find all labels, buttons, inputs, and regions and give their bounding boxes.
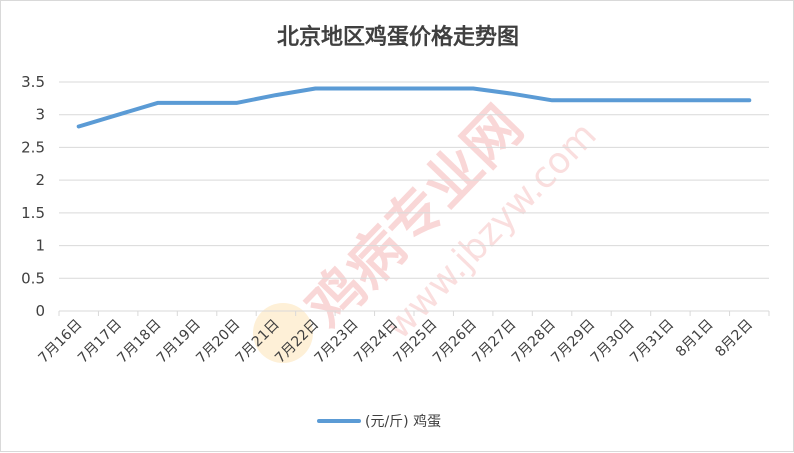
legend-label: (元/斤) 鸡蛋 bbox=[365, 413, 441, 430]
legend: (元/斤) 鸡蛋 bbox=[319, 413, 441, 430]
y-axis-ticks: 0 0.5 1 1.5 2 2.5 3 3.5 bbox=[21, 73, 45, 320]
y-tick-label: 0 bbox=[35, 302, 45, 320]
x-tick-label: 8月2日 bbox=[712, 317, 756, 361]
y-tick-label: 1 bbox=[35, 237, 45, 255]
y-tick-label: 3.5 bbox=[21, 73, 45, 91]
x-tick-label: 8月1日 bbox=[673, 317, 717, 361]
y-tick-label: 0.5 bbox=[21, 269, 45, 287]
y-tick-label: 2.5 bbox=[21, 138, 45, 156]
y-tick-label: 2 bbox=[35, 171, 45, 189]
x-tick-label: 7月31日 bbox=[627, 317, 677, 367]
series-layer bbox=[79, 88, 750, 126]
series-line bbox=[79, 89, 750, 127]
y-tick-label: 3 bbox=[35, 106, 45, 124]
x-axis-ticks: 7月16日7月17日7月18日7月19日7月20日7月21日7月22日7月23日… bbox=[36, 317, 757, 367]
y-tick-label: 1.5 bbox=[21, 204, 45, 222]
